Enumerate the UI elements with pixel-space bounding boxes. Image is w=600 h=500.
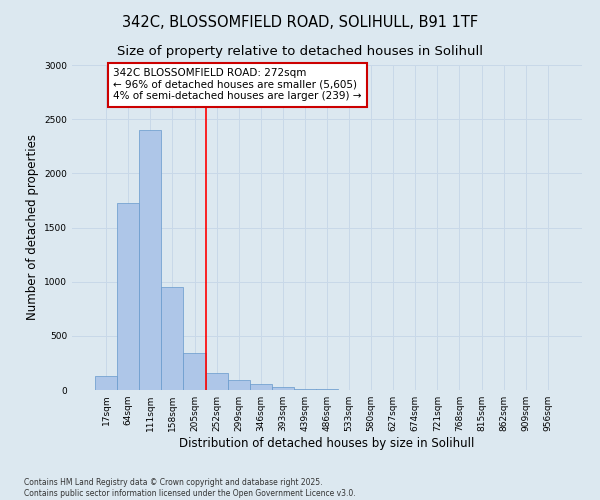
- Bar: [117, 202, 139, 390]
- Bar: [161, 287, 184, 390]
- Bar: [250, 384, 272, 390]
- Bar: [206, 373, 227, 390]
- Bar: [139, 130, 161, 390]
- Bar: [95, 376, 117, 390]
- Text: Size of property relative to detached houses in Solihull: Size of property relative to detached ho…: [117, 45, 483, 58]
- Text: 342C, BLOSSOMFIELD ROAD, SOLIHULL, B91 1TF: 342C, BLOSSOMFIELD ROAD, SOLIHULL, B91 1…: [122, 15, 478, 30]
- Text: Contains HM Land Registry data © Crown copyright and database right 2025.
Contai: Contains HM Land Registry data © Crown c…: [24, 478, 356, 498]
- Bar: [272, 388, 294, 390]
- Bar: [184, 353, 206, 390]
- Bar: [294, 388, 316, 390]
- X-axis label: Distribution of detached houses by size in Solihull: Distribution of detached houses by size …: [179, 437, 475, 450]
- Bar: [227, 380, 250, 390]
- Text: 342C BLOSSOMFIELD ROAD: 272sqm
← 96% of detached houses are smaller (5,605)
4% o: 342C BLOSSOMFIELD ROAD: 272sqm ← 96% of …: [113, 68, 361, 102]
- Y-axis label: Number of detached properties: Number of detached properties: [26, 134, 38, 320]
